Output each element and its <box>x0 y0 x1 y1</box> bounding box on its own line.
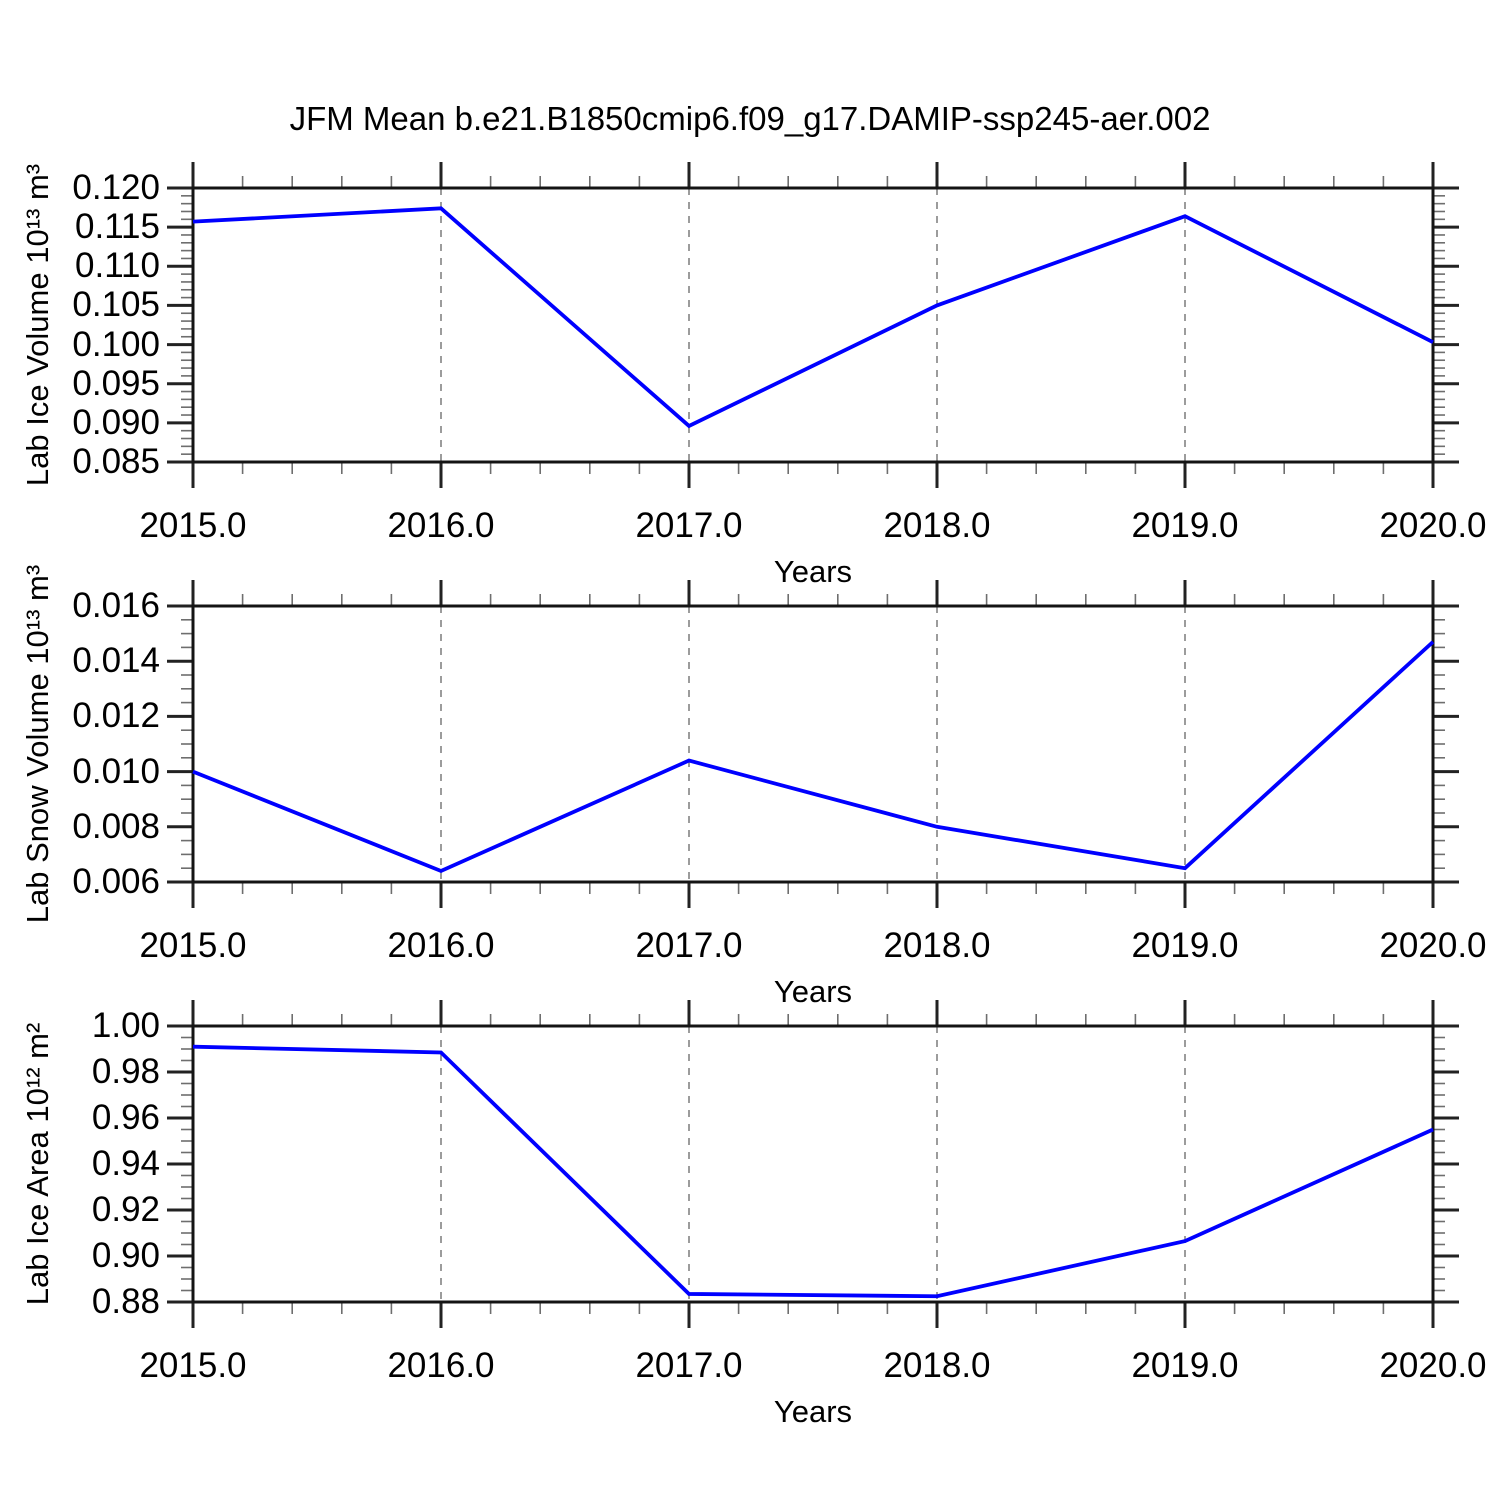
xtick-label: 2016.0 <box>387 506 495 545</box>
ytick-label-lab-ice-volume: 0.095 <box>72 363 160 403</box>
xtick-label: 2020.0 <box>1379 1346 1487 1385</box>
ytick-label-lab-ice-area: 0.94 <box>91 1144 160 1183</box>
x-axis-title: Years <box>773 554 853 589</box>
ytick-label-lab-ice-area: 0.96 <box>91 1098 160 1137</box>
ytick-label-lab-ice-area: 0.88 <box>91 1282 160 1321</box>
xtick-label: 2020.0 <box>1379 926 1487 965</box>
ytick-label-lab-ice-volume: 0.085 <box>72 442 160 481</box>
xtick-label: 2015.0 <box>139 926 247 965</box>
panel-lab-ice-area <box>167 1000 1459 1328</box>
xtick-label: 2019.0 <box>1131 926 1239 965</box>
data-line-lab-snow-volume <box>192 640 1435 874</box>
panel-lab-ice-volume <box>167 162 1459 488</box>
ytick-label-lab-snow-volume: 0.010 <box>72 751 160 791</box>
ytick-label-lab-ice-area: 0.98 <box>91 1052 160 1091</box>
data-line-lab-ice-area <box>192 1044 1434 1299</box>
ytick-label-lab-ice-volume: 0.090 <box>72 402 160 442</box>
xtick-label: 2018.0 <box>883 1346 991 1385</box>
ytick-label-lab-ice-volume: 0.100 <box>72 324 160 364</box>
ytick-label-lab-snow-volume: 0.016 <box>72 586 160 625</box>
xtick-label: 2018.0 <box>883 926 991 965</box>
ytick-label-lab-ice-area: 0.92 <box>91 1190 160 1229</box>
chart-title: JFM Mean b.e21.B1850cmip6.f09_g17.DAMIP-… <box>289 100 1211 137</box>
x-axis-title: Years <box>773 1394 853 1429</box>
xtick-label: 2017.0 <box>635 506 743 545</box>
xtick-label: 2017.0 <box>635 926 743 965</box>
panel-frame <box>191 604 1435 884</box>
ytick-label-lab-snow-volume: 0.012 <box>72 696 160 736</box>
ytick-label-lab-ice-area: 0.90 <box>91 1236 160 1275</box>
ytick-label-lab-snow-volume: 0.008 <box>72 806 160 846</box>
data-line-lab-ice-volume <box>192 206 1434 429</box>
xtick-label: 2018.0 <box>883 506 991 545</box>
xtick-label: 2016.0 <box>387 1346 495 1385</box>
xtick-label: 2016.0 <box>387 926 495 965</box>
ytick-label-lab-ice-volume: 0.115 <box>75 207 160 247</box>
panel-frame <box>191 186 1435 464</box>
ytick-label-lab-ice-area: 1.00 <box>91 1006 160 1045</box>
xtick-label: 2020.0 <box>1379 506 1487 545</box>
ytick-label-lab-snow-volume: 0.006 <box>72 862 160 901</box>
xtick-label: 2015.0 <box>139 1346 247 1385</box>
xtick-label: 2019.0 <box>1131 1346 1239 1385</box>
ytick-label-lab-ice-volume: 0.105 <box>72 285 160 325</box>
xtick-label: 2017.0 <box>635 1346 743 1385</box>
x-axis-title: Years <box>773 974 853 1009</box>
ytick-label-lab-snow-volume: 0.014 <box>72 641 160 681</box>
xtick-label: 2019.0 <box>1131 506 1239 545</box>
ytick-label-lab-ice-volume: 0.110 <box>75 246 160 286</box>
xtick-label: 2015.0 <box>139 506 247 545</box>
panel-lab-snow-volume <box>167 580 1459 908</box>
panel-frame <box>191 1024 1435 1304</box>
ytick-label-lab-ice-volume: 0.120 <box>72 168 160 207</box>
